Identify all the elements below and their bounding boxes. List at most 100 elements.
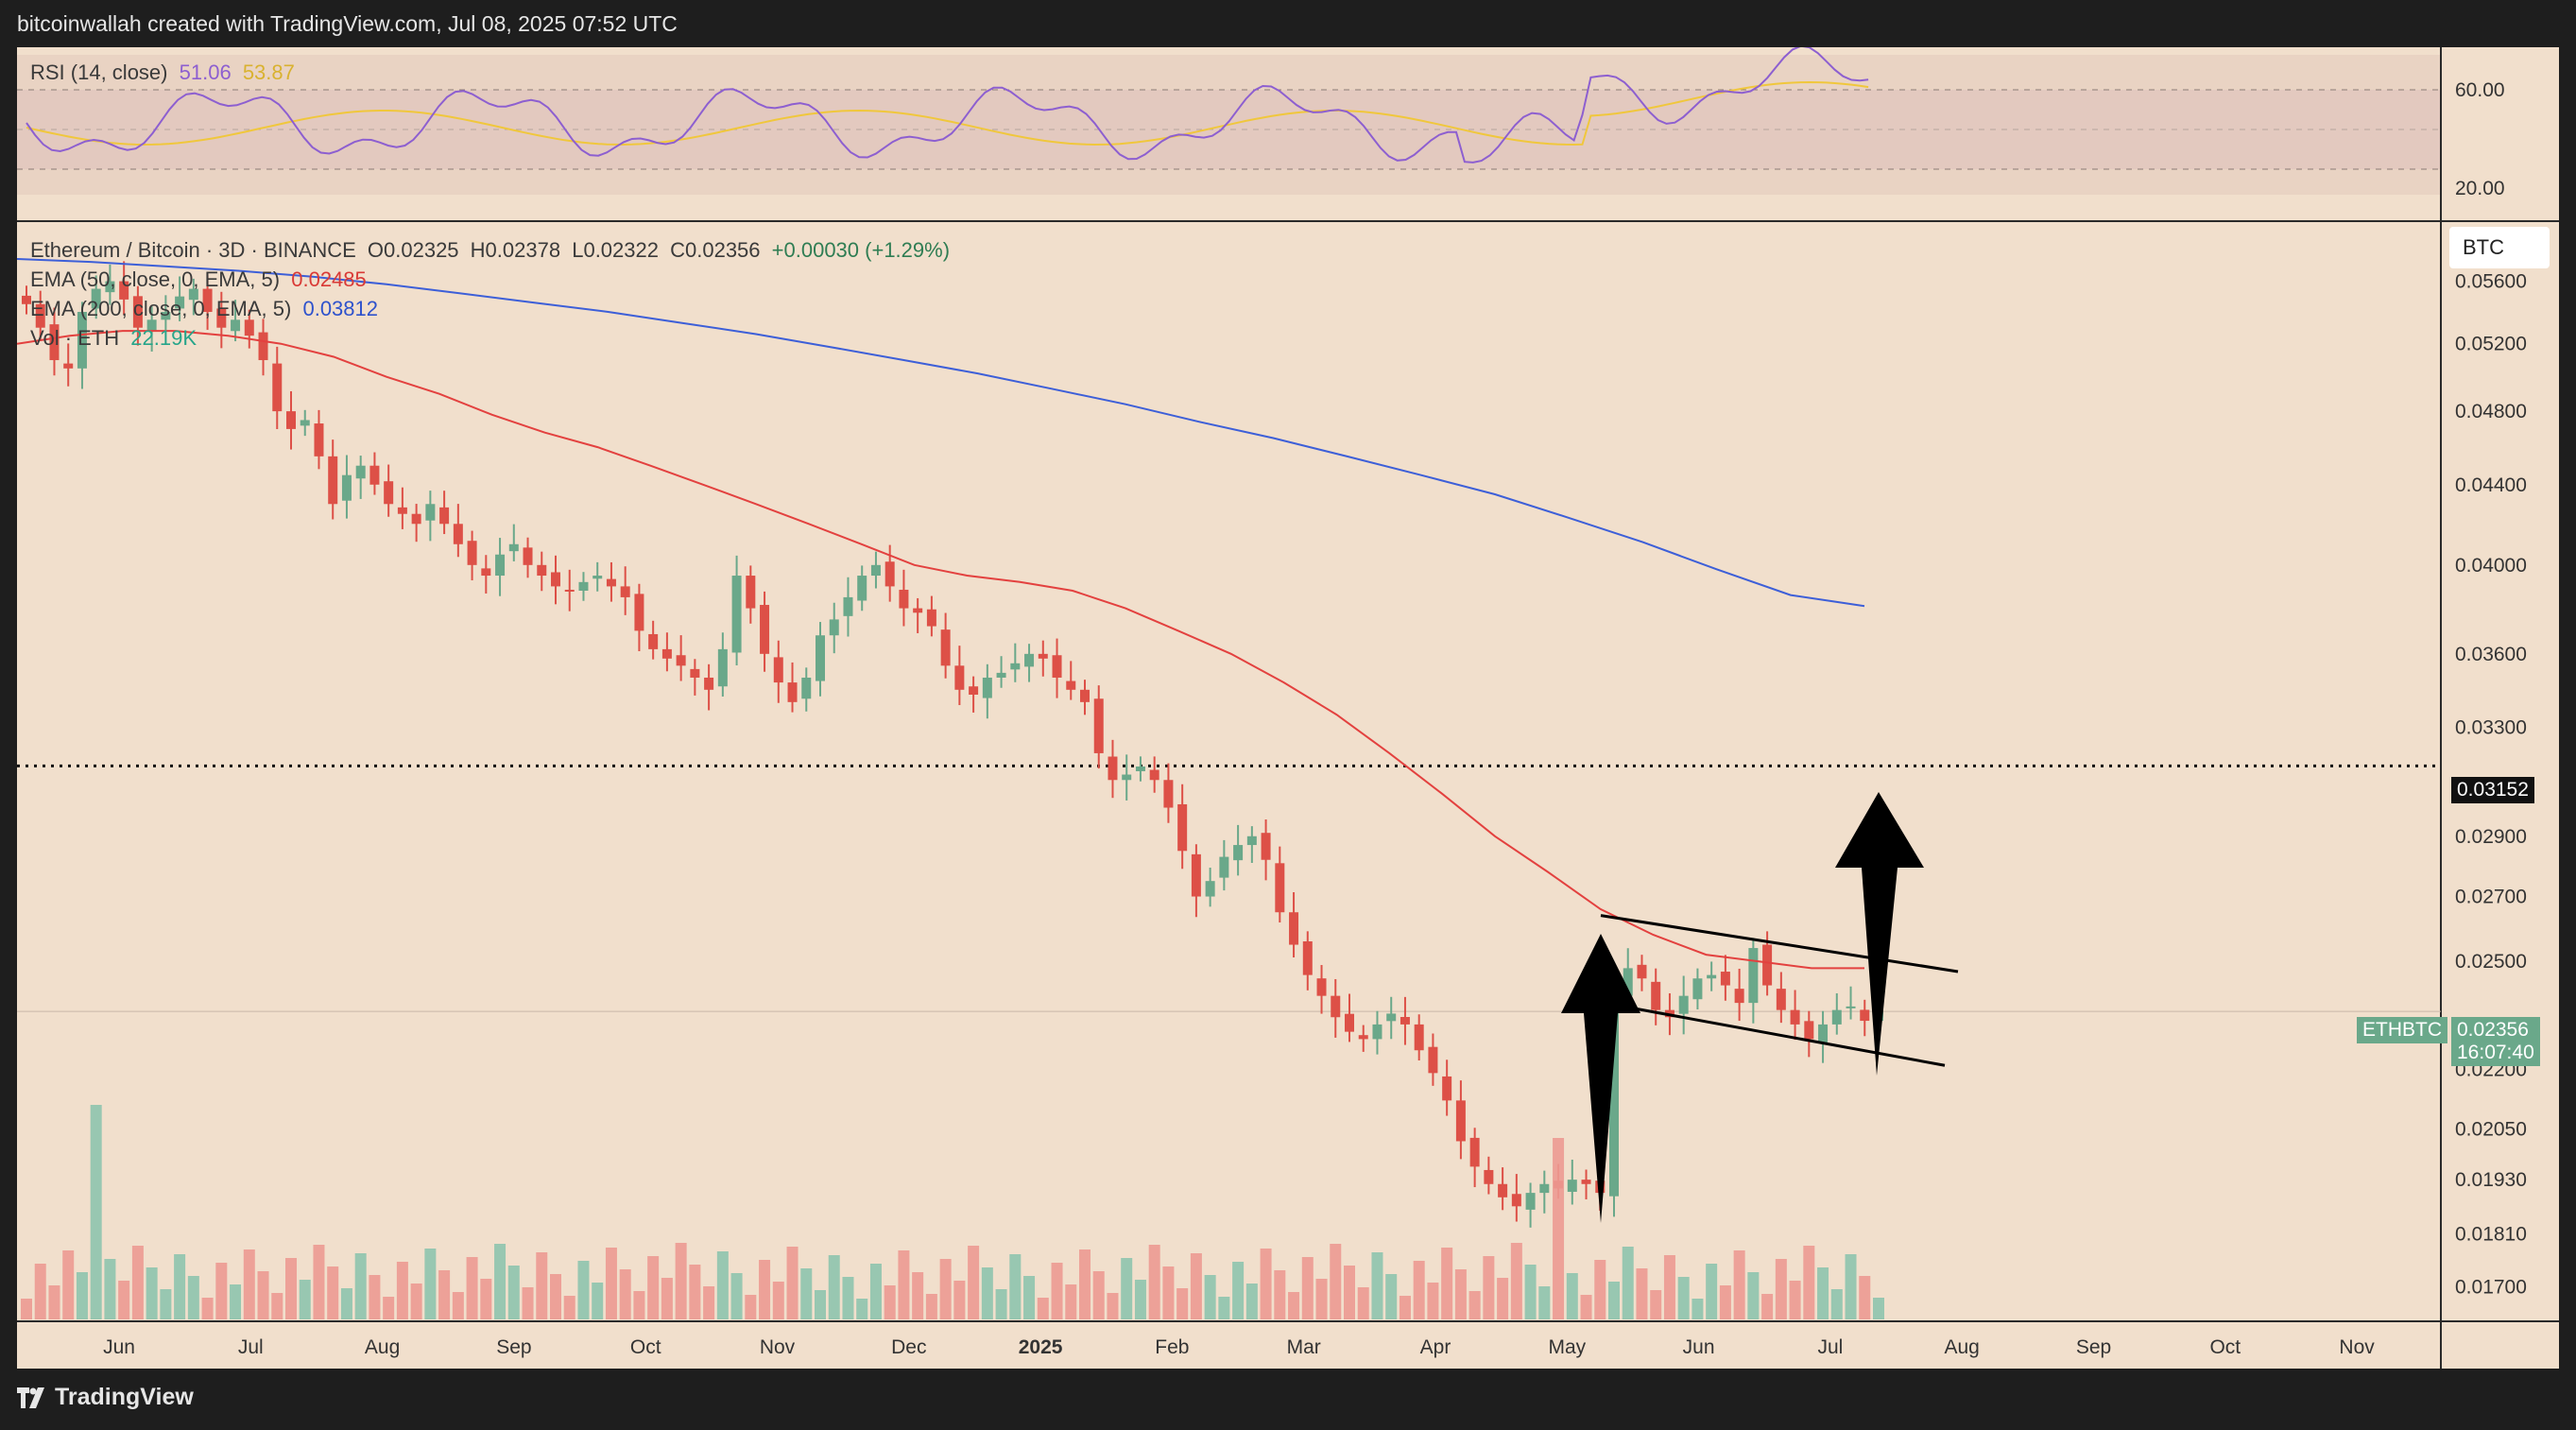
candle-body [969,686,979,695]
high-value: H0.02378 [470,238,561,262]
volume-bar [689,1265,701,1319]
volume-bar [1789,1281,1801,1319]
ema50-label: EMA (50, close, 0, EMA, 5) [30,267,281,291]
volume-bar [187,1276,199,1319]
candle-body [1233,845,1244,861]
candle-body [1804,1021,1814,1040]
open-value: O0.02325 [367,238,459,262]
candle-body [996,672,1006,678]
candle-body [1331,995,1341,1018]
volume-bar [1622,1247,1634,1319]
candle-body [592,576,603,579]
price-tick-label: 0.04800 [2455,401,2527,422]
channel-upper-line [1600,914,1959,973]
candle-body [1135,766,1145,771]
volume-bar [772,1282,784,1319]
chart-frame[interactable]: 60.00 20.00 0.05600 0.05200 0.04800 0.04400 0.… [17,47,2559,1369]
volume-bar [661,1278,673,1319]
volume-bar [340,1288,352,1319]
tradingview-logo-icon [17,1387,44,1408]
volume-bar [1803,1246,1815,1319]
volume-bar [285,1258,297,1319]
candle-body [1066,681,1076,690]
volume-label: Vol · ETH [30,326,120,350]
ema50-legend[interactable]: EMA (50, close, 0, EMA, 5) 0.02485 [30,267,367,292]
time-tick-label: Nov [760,1336,796,1358]
price-tick-label: 0.02900 [2455,826,2527,848]
volume-bar [1204,1275,1216,1319]
volume-bar [1747,1272,1760,1319]
volume-bar [1274,1270,1286,1319]
candle-body [1177,803,1188,852]
volume-bar [605,1248,617,1319]
candle-body [1219,856,1229,878]
volume-bar [1134,1280,1146,1319]
level-price-text: 0.03152 [2457,779,2529,801]
volume-bar [633,1291,645,1319]
last-price-label: 0.02356 16:07:40 [2451,1017,2540,1066]
volume-bar [34,1264,46,1319]
tradingview-logo[interactable]: TradingView [17,1384,194,1411]
price-tick-label: 0.02700 [2455,887,2527,908]
candle-body [1400,1017,1410,1025]
candle-body [77,312,87,369]
candle-body [1289,912,1299,945]
volume-bar [230,1284,242,1319]
candle-body [1720,972,1730,986]
rsi-level-label: 20.00 [2455,178,2505,199]
volume-bar [745,1295,757,1319]
candle-body [1205,881,1215,897]
candle-body [244,319,254,336]
volume-bar [90,1105,102,1319]
volume-bar [898,1250,910,1319]
candle-body [467,541,477,565]
price-tick-label: 0.02500 [2455,951,2527,973]
candle-body [1093,698,1104,753]
candle-body [146,319,157,332]
volume-bar [1483,1256,1495,1319]
candle-body [564,589,575,592]
candle-body [1149,769,1159,781]
candle-body [620,586,630,597]
symbol-title[interactable]: Ethereum / Bitcoin · 3D · BINANCE [30,238,356,262]
volume-bar [1037,1298,1049,1319]
volume-bar [619,1269,631,1319]
volume-bar [1385,1274,1398,1319]
volume-bar [215,1263,228,1319]
candle-body [857,576,867,601]
volume-bar [884,1285,896,1319]
ema200-legend[interactable]: EMA (200, close, 0, EMA, 5) 0.03812 [30,297,378,321]
candle-body [1734,989,1744,1004]
volume-bar [1468,1291,1481,1319]
candle-body [411,513,421,525]
chart-background [17,47,2559,1369]
volume-legend[interactable]: Vol · ETH 22.19K [30,326,197,351]
candle-body [1748,948,1759,1004]
volume-bar [1315,1279,1328,1319]
time-tick-label: Aug [1945,1336,1980,1358]
candle-body [1776,989,1786,1010]
candle-body [1052,655,1062,678]
candle-body [1246,836,1257,846]
candle-body [676,655,686,666]
volume-bar [563,1296,575,1319]
candle-body [369,465,380,485]
candle-body [1790,1009,1800,1025]
volume-bar [1636,1268,1648,1319]
candle-body [1511,1194,1521,1207]
time-tick-label: Jul [238,1336,264,1358]
price-tick-label: 0.03300 [2455,716,2527,738]
candle-body [1302,940,1313,975]
volume-bar [271,1293,283,1319]
candle-body [801,677,812,699]
volume-bar [703,1286,715,1319]
candle-body [355,465,366,479]
currency-button[interactable]: BTC [2449,227,2550,268]
candle-body [1637,964,1647,979]
volume-bar [1148,1245,1160,1319]
volume-bar [1023,1276,1036,1319]
ticker-label: ETHBTC [2357,1017,2447,1043]
chart-canvas[interactable]: 60.00 20.00 0.05600 0.05200 0.04800 0.04400 0.… [17,47,2559,1369]
volume-bar [869,1264,882,1319]
volume-bar [592,1283,604,1319]
